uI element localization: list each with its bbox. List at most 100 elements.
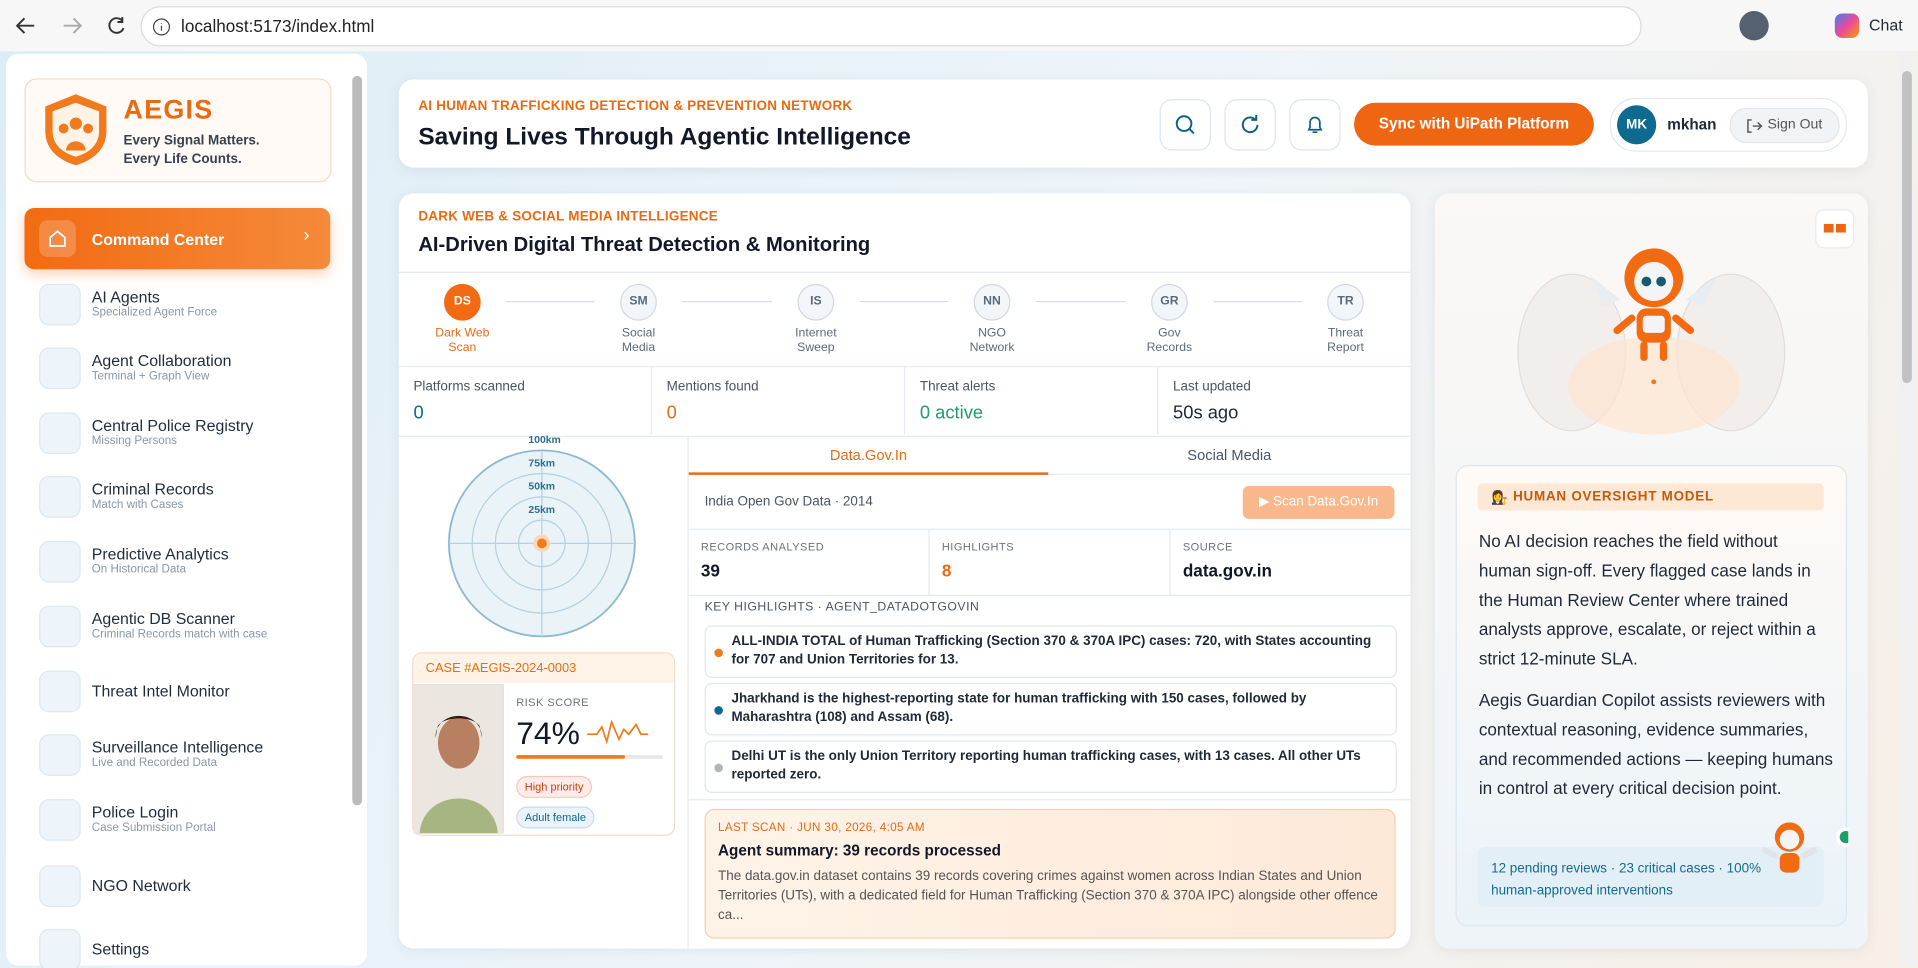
nav-sublabel: On Historical Data — [91, 562, 187, 577]
last-scan: LAST SCAN · JUN 30, 2026, 4:05 AM Agent … — [704, 808, 1396, 939]
highlight-text: Jharkhand is the highest-reporting state… — [731, 691, 1307, 725]
pipeline-step[interactable]: DS Dark Web Scan — [413, 283, 511, 356]
nav-item[interactable]: Police Login Case Submission Portal — [24, 789, 330, 848]
highlight-dot — [714, 706, 723, 715]
nav-icon — [39, 220, 76, 257]
address-bar[interactable]: localhost:5173/index.html — [140, 6, 1642, 47]
case-header — [413, 653, 674, 683]
nav-sublabel: Specialized Agent Force — [91, 305, 218, 320]
nav-label: Agentic DB Scanner — [91, 609, 235, 628]
case-id: CASE #AEGIS-2024-0003 — [425, 660, 577, 676]
pipeline-step[interactable]: IS Internet Sweep — [767, 283, 865, 356]
nav-item[interactable]: Threat Intel Monitor — [24, 661, 330, 720]
panel-title: AI-Driven Digital Threat Detection & Mon… — [418, 233, 871, 256]
case-tag: Adult female — [516, 806, 595, 829]
step-label: Dark Web Scan — [435, 326, 490, 355]
sync-button[interactable]: Sync with UiPath Platform — [1354, 102, 1594, 146]
highlights-title: KEY HIGHLIGHTS · AGENT_DATADOTGOVIN — [704, 600, 980, 615]
toggle-button[interactable] — [1815, 209, 1855, 249]
nav-item[interactable]: AI Agents Specialized Agent Force — [24, 274, 330, 333]
pipeline-step[interactable]: SM Social Media — [590, 283, 688, 356]
case-tags: High priority Adult female — [516, 775, 663, 836]
nav-item[interactable]: Central Police Registry Missing Persons — [24, 403, 330, 462]
tab[interactable]: Social Media — [1187, 446, 1272, 464]
tab[interactable]: Data.Gov.In — [688, 437, 1049, 475]
search-button[interactable] — [1159, 99, 1211, 151]
step-connector — [859, 301, 948, 303]
divider — [688, 594, 1411, 596]
stat: Mentions found 0 — [652, 367, 906, 435]
stat-value: 0 — [666, 402, 677, 424]
stat-label: Threat alerts — [919, 379, 996, 395]
sign-out-label: Sign Out — [1767, 117, 1823, 133]
radar-label: 75km — [528, 456, 556, 469]
oversight-icon: 👩‍⚖️ — [1491, 490, 1509, 506]
divider — [398, 365, 1411, 368]
divider — [688, 473, 1411, 475]
nav-sublabel: Criminal Records match with case — [91, 627, 268, 642]
nav-item[interactable]: NGO Network — [24, 855, 330, 914]
last-scan-title: Agent summary: 39 records processed — [718, 841, 1001, 860]
stat-label: Mentions found — [666, 379, 759, 395]
notification-button[interactable] — [1289, 99, 1341, 151]
pipeline-step[interactable]: TR Threat Report — [1297, 283, 1395, 356]
divider — [688, 799, 1411, 801]
sidebar-scrollbar — [352, 75, 363, 806]
radar — [447, 449, 636, 638]
highlight: ALL-INDIA TOTAL of Human Trafficking (Se… — [704, 625, 1397, 678]
nav-item[interactable]: Criminal Records Match with Cases — [24, 466, 330, 525]
step-label: Social Media — [621, 326, 656, 355]
url: localhost:5173/index.html — [181, 15, 375, 36]
nav-label: Settings — [91, 939, 150, 959]
nav-item[interactable]: Agent Collaboration Terminal + Graph View — [24, 338, 330, 397]
stat: Threat alerts 0 active — [905, 367, 1159, 435]
brand-tagline: Every Life Counts. — [123, 151, 242, 167]
metric-label: HIGHLIGHTS — [941, 540, 1015, 554]
step-label: Gov Records — [1146, 326, 1193, 355]
stat: Last updated 50s ago — [1158, 367, 1410, 434]
metric-value: 39 — [700, 560, 720, 581]
nav-item[interactable]: Settings — [24, 919, 330, 968]
nav-sublabel: Case Submission Portal — [91, 821, 216, 835]
browser-toolbar: localhost:5173/index.html Chat — [0, 0, 1918, 53]
pipeline-step[interactable]: NN NGO Network — [943, 283, 1041, 356]
profile-avatar[interactable] — [1739, 11, 1769, 41]
radar-label: 100km — [528, 433, 561, 446]
nav-label: Predictive Analytics — [91, 544, 229, 563]
nav-icon — [39, 928, 81, 968]
nav-item[interactable]: Predictive Analytics On Historical Data — [24, 531, 330, 590]
nav-item-active[interactable]: Command Center › — [24, 208, 331, 270]
nav-buttons[interactable] — [12, 13, 134, 37]
user-name: mkhan — [1667, 116, 1717, 134]
sign-out-button[interactable]: Sign Out — [1729, 107, 1840, 144]
brand: AEGIS Every Signal Matters. Every Life C… — [24, 78, 332, 183]
brand-logo — [45, 94, 107, 166]
nav-icon — [39, 412, 81, 455]
oversight-paragraph: Aegis Guardian Copilot assists reviewers… — [1478, 690, 1833, 798]
robot-illustration — [1517, 248, 1786, 435]
oversight-card: 👩‍⚖️ HUMAN OVERSIGHT MODEL No AI decisio… — [1455, 465, 1849, 927]
stat: Platforms scanned 0 — [399, 367, 652, 435]
nav-icon — [39, 799, 81, 841]
highlight-text: ALL-INDIA TOTAL of Human Trafficking (Se… — [731, 633, 1372, 667]
nav-icon — [39, 347, 81, 390]
nav-icon — [39, 476, 81, 518]
scan-button[interactable]: ▶ Scan Data.Gov.In — [1242, 485, 1395, 519]
chat-label: Chat — [1869, 15, 1903, 35]
refresh-button[interactable] — [1224, 99, 1276, 151]
pipeline-step[interactable]: GR Gov Records — [1120, 283, 1218, 356]
divider — [687, 436, 689, 949]
chat-button[interactable]: Chat — [1830, 9, 1908, 43]
nav-label: Threat Intel Monitor — [91, 681, 230, 701]
nav-label: Command Center — [91, 230, 225, 249]
radar-label: 50km — [528, 479, 556, 492]
nav-item[interactable]: Agentic DB Scanner Criminal Records match… — [24, 596, 330, 655]
chevron: › — [303, 225, 310, 246]
user-pill: MK mkhan Sign Out — [1609, 97, 1848, 152]
oversight-title: HUMAN OVERSIGHT MODEL — [1513, 489, 1714, 505]
nav-item[interactable]: Surveillance Intelligence Live and Record… — [24, 724, 330, 783]
nav-label: NGO Network — [91, 876, 191, 895]
